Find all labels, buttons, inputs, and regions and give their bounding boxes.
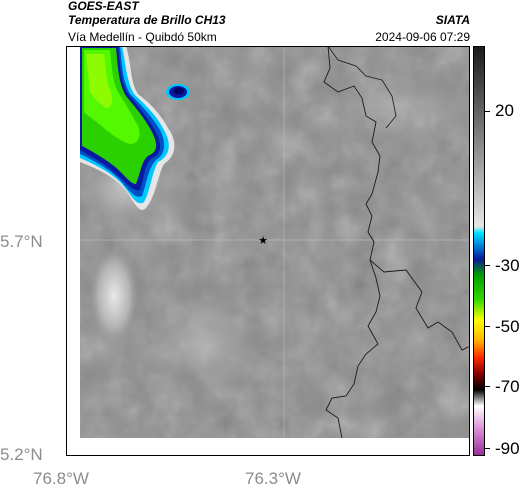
lat-label-5-2: 5.2°N <box>0 445 43 464</box>
boundary-line <box>323 46 470 351</box>
colorbar-tick-minus-70: -70 <box>495 377 520 396</box>
colorbar-tick-minus-30: -30 <box>495 256 520 275</box>
boundary-line-2 <box>327 46 397 129</box>
convective-cloud <box>80 46 190 210</box>
lon-label-76-8: 76.8°W <box>33 469 89 488</box>
route-subtitle: Vía Medellín - Quibdó 50km <box>68 30 217 44</box>
temperature-colorbar <box>473 46 485 456</box>
boundary-line-3 <box>325 259 381 439</box>
brightness-temperature-map: ★ <box>66 46 470 456</box>
colorbar-tick-20: 20 <box>495 101 514 120</box>
location-marker-icon: ★ <box>258 234 268 247</box>
map-panel[interactable]: ★ <box>66 46 470 456</box>
timestamp-label: 2024-09-06 07:29 <box>375 30 470 44</box>
lat-label-5-7: 5.7°N <box>0 232 43 251</box>
organization-label: SIATA <box>435 13 470 27</box>
colorbar-tick-minus-90: -90 <box>495 439 520 458</box>
product-title: Temperatura de Brillo CH13 <box>68 13 226 27</box>
satellite-title: GOES-EAST <box>68 0 139 13</box>
colorbar-tick-minus-50: -50 <box>495 317 520 336</box>
lon-label-76-3: 76.3°W <box>245 469 301 488</box>
